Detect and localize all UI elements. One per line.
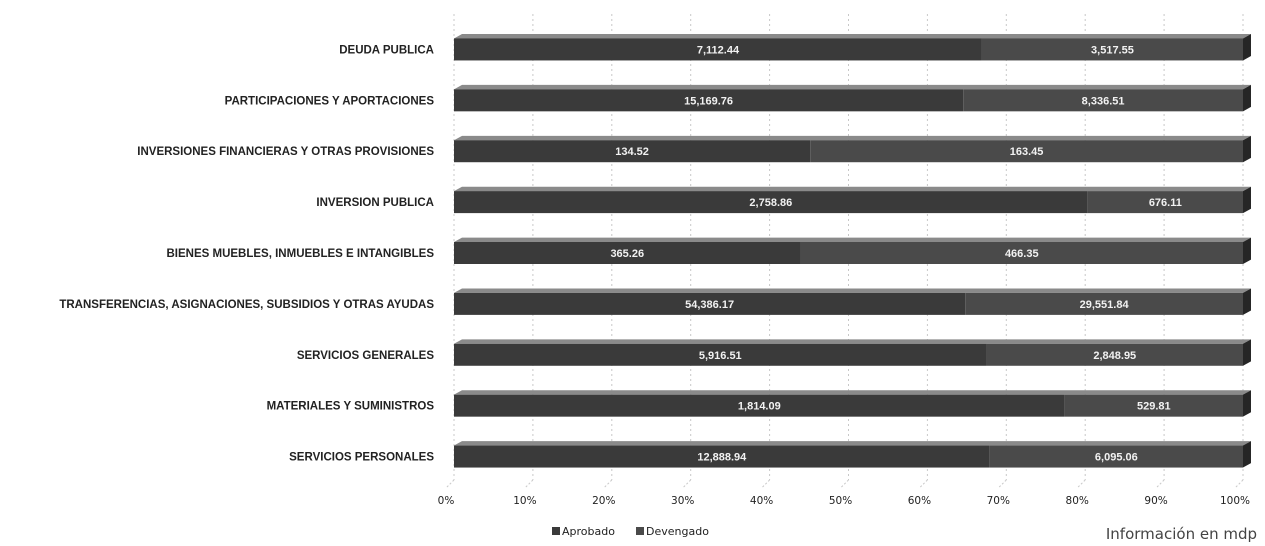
bar-aprobado xyxy=(454,242,801,264)
bar-devengado xyxy=(1064,394,1243,417)
bar-devengado xyxy=(810,140,1243,163)
gridline-floor xyxy=(1155,479,1165,489)
x-tick-label: 30% xyxy=(671,495,694,507)
x-tick-label: 10% xyxy=(513,495,536,507)
x-tick-label: 90% xyxy=(1144,495,1167,507)
value-label-devengado: 29,551.84 xyxy=(1080,299,1130,311)
bar-devengado xyxy=(986,343,1243,366)
bar-aprobado xyxy=(454,445,990,468)
value-label-devengado: 163.45 xyxy=(1010,146,1044,158)
x-tick-label: 0% xyxy=(438,495,455,507)
gridline-floor xyxy=(603,479,613,489)
value-label-devengado: 2,848.95 xyxy=(1093,350,1136,362)
legend-label-aprobado: Aprobado xyxy=(562,525,615,538)
bar-devengado xyxy=(965,292,1243,315)
legend-swatch-aprobado xyxy=(552,527,560,535)
category-label: DEUDA PUBLICA xyxy=(339,44,434,56)
value-label-devengado: 466.35 xyxy=(1005,248,1039,260)
bar-top-face xyxy=(454,441,1251,446)
x-tick-label: 80% xyxy=(1066,495,1089,507)
bar-top-face xyxy=(454,34,1251,39)
bar-side-face xyxy=(1243,186,1251,214)
bar-side-face xyxy=(1243,34,1251,61)
bar-aprobado xyxy=(454,89,964,112)
gridline-floor xyxy=(761,479,770,489)
value-label-devengado: 6,095.06 xyxy=(1095,452,1138,464)
category-label: INVERSIONES FINANCIERAS Y OTRAS PROVISIO… xyxy=(137,146,434,158)
gridline-floor xyxy=(919,479,928,489)
bar-side-face xyxy=(1243,390,1251,417)
gridline-floor xyxy=(997,479,1007,489)
bar-devengado xyxy=(981,38,1243,61)
value-label-aprobado: 12,888.94 xyxy=(697,452,747,464)
bar-side-face xyxy=(1243,84,1251,112)
gridline-floor xyxy=(445,479,455,489)
bar-devengado xyxy=(989,445,1243,468)
bar-aprobado xyxy=(454,343,987,366)
gridline-floor xyxy=(1234,479,1244,489)
bar-aprobado xyxy=(454,140,811,163)
gridline-floor xyxy=(1076,479,1086,489)
bar-devengado xyxy=(1087,191,1243,214)
gridline-floor xyxy=(524,479,534,489)
x-tick-label: 70% xyxy=(987,495,1010,507)
value-label-aprobado: 2,758.86 xyxy=(749,197,792,209)
bar-side-face xyxy=(1243,339,1251,366)
bar-top-face xyxy=(454,390,1251,395)
category-label: SERVICIOS GENERALES xyxy=(297,350,435,362)
bar-top-face xyxy=(454,84,1251,90)
gridline-floor xyxy=(840,479,849,489)
bar-aprobado xyxy=(454,38,982,61)
value-label-aprobado: 134.52 xyxy=(615,146,649,158)
bar-aprobado xyxy=(454,191,1088,214)
value-label-devengado: 676.11 xyxy=(1149,197,1182,209)
bar-side-face xyxy=(1243,135,1251,163)
bar-top-face xyxy=(454,237,1251,242)
value-label-devengado: 529.81 xyxy=(1137,401,1171,413)
bar-top-face xyxy=(454,135,1251,141)
value-label-aprobado: 365.26 xyxy=(610,248,644,260)
x-tick-label: 60% xyxy=(908,495,931,507)
bar-aprobado xyxy=(454,292,966,315)
units-note: Información en mdp xyxy=(1106,525,1257,543)
x-tick-label: 50% xyxy=(829,495,852,507)
value-label-aprobado: 7,112.44 xyxy=(697,44,740,56)
category-label: MATERIALES Y SUMINISTROS xyxy=(267,401,435,413)
value-label-aprobado: 1,814.09 xyxy=(738,401,781,413)
category-label: TRANSFERENCIAS, ASIGNACIONES, SUBSIDIOS … xyxy=(59,299,434,311)
bar-aprobado xyxy=(454,394,1065,417)
category-label: BIENES MUEBLES, INMUEBLES E INTANGIBLES xyxy=(166,248,434,260)
value-label-devengado: 3,517.55 xyxy=(1091,44,1134,56)
category-label: INVERSION PUBLICA xyxy=(316,197,434,209)
x-tick-label: 100% xyxy=(1220,495,1250,507)
x-tick-label: 40% xyxy=(750,495,773,507)
bar-side-face xyxy=(1243,237,1251,264)
category-label: SERVICIOS PERSONALES xyxy=(289,452,434,464)
bar-top-face xyxy=(454,339,1251,344)
bar-side-face xyxy=(1243,288,1251,315)
value-label-devengado: 8,336.51 xyxy=(1082,95,1125,107)
value-label-aprobado: 54,386.17 xyxy=(685,299,734,311)
bar-devengado xyxy=(963,89,1243,112)
bar-top-face xyxy=(454,186,1251,192)
value-label-aprobado: 15,169.76 xyxy=(684,95,733,107)
x-tick-label: 20% xyxy=(592,495,615,507)
category-label: PARTICIPACIONES Y APORTACIONES xyxy=(225,95,435,107)
bar-devengado xyxy=(800,242,1243,264)
legend-swatch-devengado xyxy=(636,527,644,535)
value-label-aprobado: 5,916.51 xyxy=(699,350,742,362)
legend-label-devengado: Devengado xyxy=(646,525,709,538)
gridline-floor xyxy=(682,479,692,489)
bar-top-face xyxy=(454,288,1251,293)
bar-side-face xyxy=(1243,441,1251,468)
